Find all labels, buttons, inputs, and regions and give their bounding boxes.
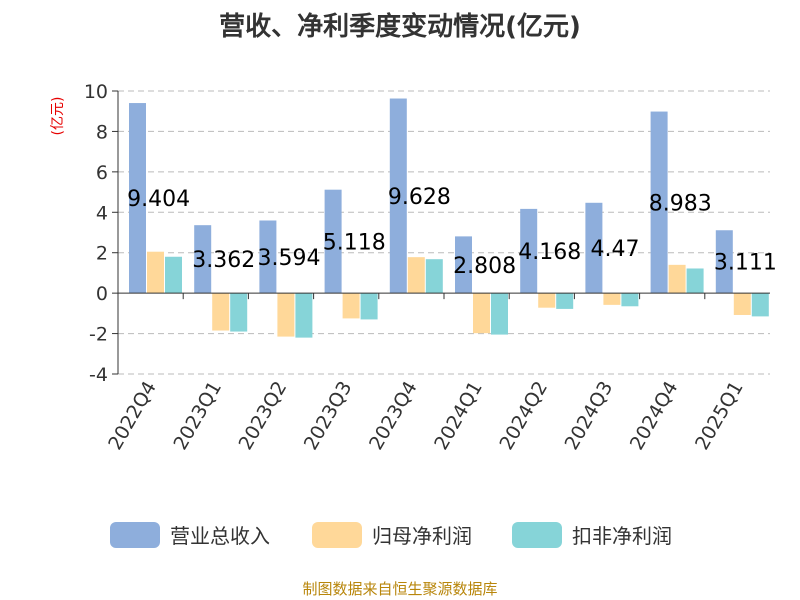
- bar-3: [491, 293, 508, 335]
- legend-label: 营业总收入: [170, 524, 270, 548]
- data-label: 9.628: [388, 185, 451, 210]
- data-label: 4.47: [591, 237, 640, 262]
- data-label: 8.983: [649, 191, 712, 216]
- data-label: 3.594: [258, 246, 321, 271]
- bar-3: [295, 293, 313, 338]
- bar-1: [129, 103, 146, 294]
- bar-3: [621, 293, 639, 307]
- x-tick-label: 2024Q4: [626, 378, 683, 454]
- bar-2: [473, 293, 490, 334]
- bar-2: [538, 293, 556, 308]
- bar-1: [194, 225, 212, 294]
- bar-2: [277, 293, 295, 337]
- bar-2: [147, 251, 164, 294]
- x-tick-label: 2023Q1: [169, 378, 226, 454]
- legend-swatch: [110, 522, 160, 548]
- x-tick-label: 2023Q2: [235, 378, 292, 454]
- data-label: 5.118: [323, 230, 386, 255]
- bar-3: [425, 259, 443, 294]
- bar-3: [360, 293, 378, 320]
- y-tick-label: -2: [89, 324, 108, 346]
- x-tick-label: 2024Q3: [561, 378, 618, 454]
- y-axis-label: (亿元): [50, 97, 66, 136]
- x-tick-label: 2025Q1: [691, 378, 748, 454]
- legend-swatch: [312, 522, 362, 548]
- bar-1: [389, 98, 407, 294]
- y-tick-label: 2: [96, 243, 108, 265]
- y-tick-label: 0: [96, 283, 108, 305]
- bar-2: [342, 293, 360, 319]
- bar-1: [259, 220, 277, 294]
- x-tick-label: 2024Q1: [430, 377, 487, 453]
- y-tick-label: 10: [84, 81, 108, 103]
- bar-3: [556, 293, 574, 309]
- legend-label: 扣非净利润: [572, 524, 672, 548]
- data-label: 3.362: [192, 248, 255, 273]
- chart-title: 营收、净利季度变动情况(亿元): [219, 12, 581, 42]
- x-tick-label: 2023Q3: [300, 378, 357, 454]
- y-tick-label: 4: [96, 202, 108, 224]
- bar-3: [165, 256, 182, 294]
- bar-3: [686, 268, 704, 294]
- bar-2: [733, 293, 751, 315]
- bar-2: [668, 264, 686, 294]
- data-label: 9.404: [127, 187, 190, 212]
- bar-3: [751, 293, 769, 317]
- x-tick-label: 2022Q4: [104, 378, 161, 454]
- data-label: 3.111: [714, 251, 777, 276]
- bar-1: [585, 202, 603, 294]
- y-tick-label: 6: [96, 162, 108, 184]
- legend-swatch: [512, 522, 562, 548]
- bar-2: [407, 257, 425, 294]
- bar-1: [324, 189, 342, 294]
- y-tick-label: -4: [89, 364, 108, 386]
- x-tick-label: 2023Q4: [365, 378, 422, 454]
- bar-1: [455, 236, 472, 294]
- bar-3: [230, 293, 248, 332]
- data-label: 4.168: [518, 240, 581, 265]
- bar-1: [650, 111, 668, 294]
- bar-1: [520, 208, 538, 294]
- bar-2: [212, 293, 230, 331]
- legend-label: 归母净利润: [372, 524, 472, 548]
- y-tick-label: 8: [96, 121, 108, 143]
- bar-2: [603, 293, 621, 305]
- bar-1: [715, 230, 733, 294]
- data-source-note: 制图数据来自恒生聚源数据库: [302, 580, 498, 598]
- x-tick-label: 2024Q2: [495, 378, 552, 454]
- data-label: 2.808: [453, 254, 516, 279]
